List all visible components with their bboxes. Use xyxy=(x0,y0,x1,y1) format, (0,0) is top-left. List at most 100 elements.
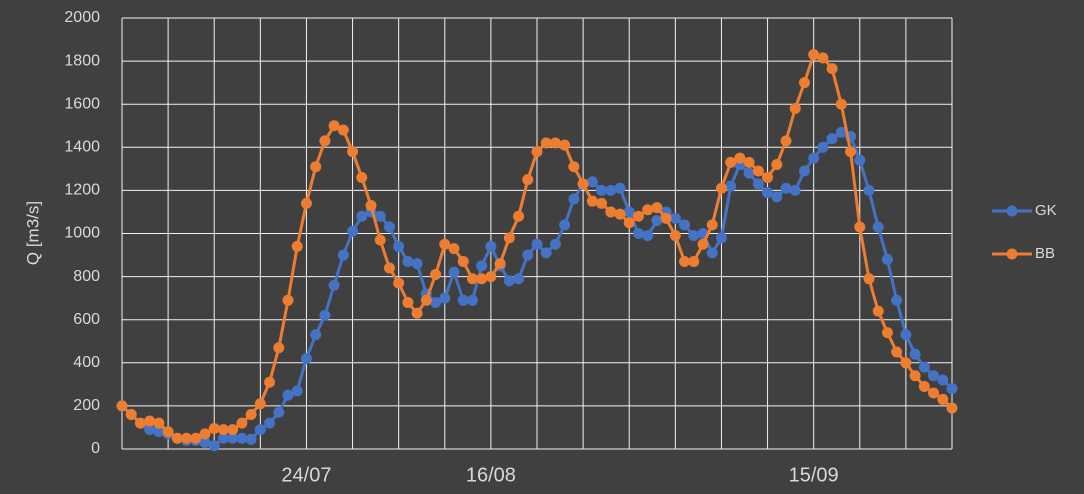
data-point xyxy=(872,305,884,317)
data-point xyxy=(771,159,783,171)
y-axis-label: Q [m3/s] xyxy=(23,201,42,265)
data-point xyxy=(706,247,718,259)
data-point xyxy=(706,219,718,231)
data-point xyxy=(347,225,359,237)
data-point xyxy=(743,167,755,179)
data-point xyxy=(845,146,857,158)
data-point xyxy=(531,146,543,158)
data-point xyxy=(217,424,229,436)
data-point xyxy=(513,210,525,222)
data-point xyxy=(900,329,912,341)
data-point xyxy=(632,210,644,222)
data-point xyxy=(374,234,386,246)
data-point xyxy=(199,428,211,440)
data-point xyxy=(402,256,414,268)
data-point xyxy=(144,424,156,436)
data-point xyxy=(485,271,497,283)
data-point xyxy=(771,191,783,203)
legend-marker xyxy=(1006,205,1018,217)
data-point xyxy=(162,426,174,438)
data-point xyxy=(817,141,829,153)
data-point xyxy=(863,273,875,285)
data-point xyxy=(642,204,654,216)
data-point xyxy=(383,262,395,274)
data-point xyxy=(245,433,257,445)
data-point xyxy=(623,217,635,229)
y-tick-label: 1600 xyxy=(64,95,100,112)
data-point xyxy=(679,219,691,231)
data-point xyxy=(596,197,608,209)
y-tick-label: 600 xyxy=(73,311,100,328)
data-point xyxy=(817,52,829,64)
data-point xyxy=(264,376,276,388)
data-point xyxy=(300,197,312,209)
data-point xyxy=(181,432,193,444)
data-point xyxy=(928,387,940,399)
data-point xyxy=(651,202,663,214)
data-point xyxy=(227,424,239,436)
data-point xyxy=(752,178,764,190)
data-point xyxy=(881,327,893,339)
data-point xyxy=(439,292,451,304)
data-point xyxy=(789,184,801,196)
data-point xyxy=(356,171,368,183)
y-tick-label: 1800 xyxy=(64,52,100,69)
data-point xyxy=(937,393,949,405)
data-point xyxy=(291,240,303,252)
data-point xyxy=(448,243,460,255)
data-point xyxy=(669,230,681,242)
data-point xyxy=(568,193,580,205)
y-tick-label: 2000 xyxy=(64,9,100,26)
data-point xyxy=(439,238,451,250)
data-point xyxy=(310,329,322,341)
y-tick-label: 400 xyxy=(73,354,100,371)
data-point xyxy=(347,146,359,158)
data-point xyxy=(808,152,820,164)
data-point xyxy=(291,385,303,397)
data-point xyxy=(393,277,405,289)
data-point xyxy=(725,156,737,168)
data-point xyxy=(254,398,266,410)
data-point xyxy=(918,361,930,373)
data-point xyxy=(614,182,626,194)
data-point xyxy=(328,120,340,132)
data-point xyxy=(365,199,377,211)
data-point xyxy=(679,256,691,268)
data-point xyxy=(430,296,442,308)
data-point xyxy=(697,238,709,250)
data-point xyxy=(466,273,478,285)
data-point xyxy=(153,426,165,438)
data-point xyxy=(227,432,239,444)
data-point xyxy=(190,432,202,444)
data-point xyxy=(669,212,681,224)
data-point xyxy=(457,256,469,268)
data-point xyxy=(946,402,958,414)
data-point xyxy=(596,184,608,196)
data-point xyxy=(328,279,340,291)
data-point xyxy=(577,178,589,190)
data-point xyxy=(826,63,838,75)
data-point xyxy=(881,253,893,265)
data-point xyxy=(559,139,571,151)
data-point xyxy=(780,182,792,194)
data-point xyxy=(891,294,903,306)
data-point xyxy=(485,240,497,252)
data-point xyxy=(420,294,432,306)
data-point xyxy=(282,294,294,306)
data-point xyxy=(808,49,820,61)
data-point xyxy=(273,406,285,418)
data-point xyxy=(946,383,958,395)
data-point xyxy=(835,98,847,110)
data-point xyxy=(476,273,488,285)
data-point xyxy=(254,424,266,436)
data-point xyxy=(688,230,700,242)
data-point xyxy=(909,348,921,360)
data-point xyxy=(918,381,930,393)
data-point xyxy=(494,258,506,270)
data-point xyxy=(725,180,737,192)
data-point xyxy=(798,77,810,89)
data-point xyxy=(199,437,211,449)
data-point xyxy=(374,210,386,222)
data-point xyxy=(863,184,875,196)
